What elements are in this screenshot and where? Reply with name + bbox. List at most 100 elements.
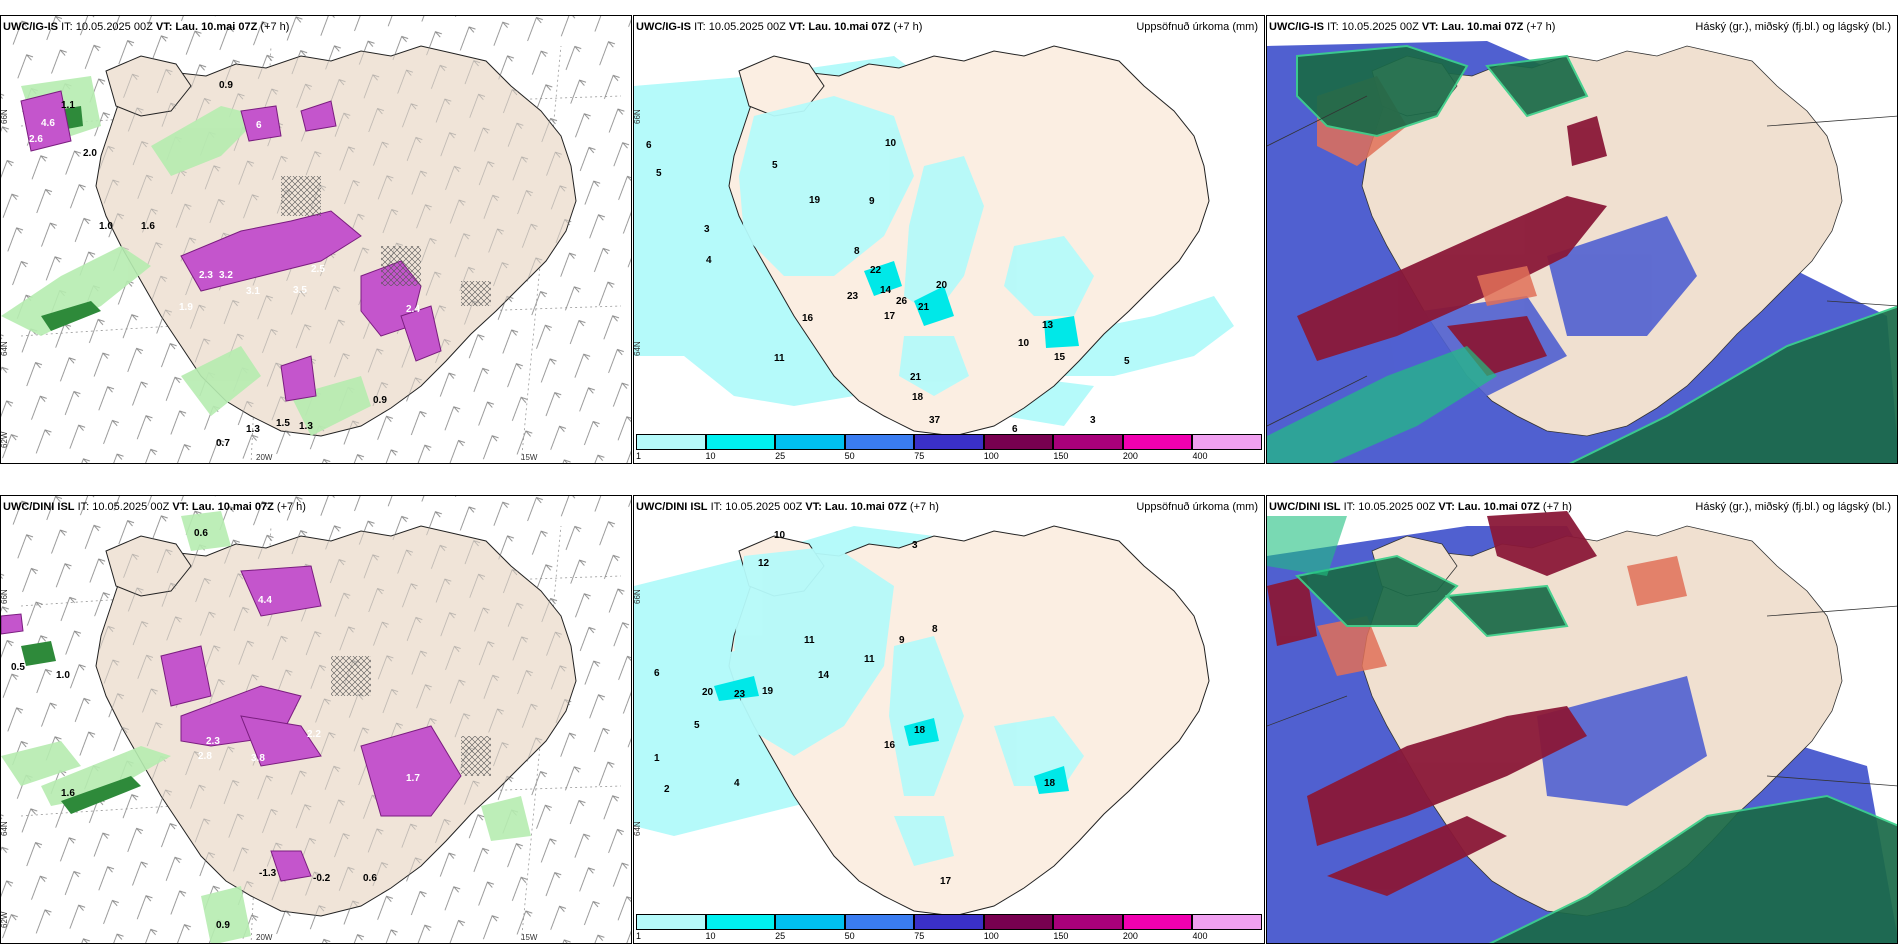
lat-label: 62W — [1, 911, 9, 928]
map-value-label: 4.6 — [41, 118, 55, 129]
map-value-label: 2.2 — [307, 729, 321, 740]
colorbar-swatch — [1122, 914, 1193, 930]
colorbar-tick-label: 25 — [775, 931, 786, 941]
panel-header: UWC/IG-IS IT: 10.05.2025 00Z VT: Lau. 10… — [1, 16, 631, 38]
map-value-label: 1.1 — [61, 100, 75, 111]
map-value-label: 16 — [802, 313, 814, 324]
colorbar-tick-label: 25 — [775, 451, 786, 461]
map-value-label: 11 — [864, 654, 875, 665]
product-title: Háský (gr.), miðský (fj.bl.) og lágský (… — [1695, 501, 1891, 513]
map-value-label: 4.4 — [258, 595, 272, 606]
map-value-label: 1.6 — [61, 788, 75, 799]
map-value-label: 3.2 — [219, 270, 233, 281]
map-value-label: 1.0 — [56, 670, 70, 681]
map-value-label: 22 — [870, 265, 882, 276]
map-value-label: 6 — [1012, 424, 1018, 435]
valid-time: Lau. 10.mai 07Z — [824, 501, 907, 513]
map-value-label: 8 — [854, 246, 860, 257]
colorbar-swatch — [1053, 914, 1123, 930]
lat-label: 66N — [1, 589, 9, 604]
panel-top-mid-accum-precip: UWC/IG-IS IT: 10.05.2025 00Z VT: Lau. 10… — [633, 15, 1265, 464]
colorbar-swatch — [844, 434, 915, 450]
map-value-label: 18 — [1044, 778, 1056, 789]
map-value-label: 4 — [706, 255, 712, 266]
valid-time-label: VT: — [805, 501, 822, 513]
model-name: UWC/DINI ISL — [1269, 501, 1341, 513]
map-value-label: 21 — [910, 372, 922, 383]
map-value-label: -1.3 — [259, 868, 277, 879]
colorbar-tick-label: 150 — [1053, 931, 1069, 941]
map-value-label: 11 — [774, 353, 785, 364]
product-title: Háský (gr.), miðský (fj.bl.) og lágský (… — [1695, 21, 1891, 33]
model-name: UWC/IG-IS — [636, 21, 691, 33]
map-value-label: -0.2 — [313, 873, 331, 884]
map-value-label: 6 — [256, 120, 262, 131]
product-title: Uppsöfnuð úrkoma (mm) — [1136, 21, 1258, 33]
valid-time-label: VT: — [1438, 501, 1455, 513]
lead-time: (+7 h) — [1542, 501, 1572, 513]
map-value-label: 2 — [664, 784, 670, 795]
map-value-label: 6 — [654, 668, 660, 679]
map-value-label: 10 — [774, 530, 786, 541]
map-value-label: 3.1 — [246, 286, 260, 297]
map-value-label: 17 — [884, 311, 896, 322]
colorbar-swatch — [1192, 914, 1262, 930]
colorbar-swatch — [705, 434, 776, 450]
map-value-label: 9 — [869, 196, 875, 207]
colorbar-tick-label: 1 — [636, 451, 642, 461]
valid-time: Lau. 10.mai 07Z — [808, 21, 891, 33]
colorbar-tick-label: 400 — [1192, 931, 1208, 941]
valid-time-label: VT: — [788, 21, 806, 33]
colorbar-tick-label: 400 — [1192, 451, 1208, 461]
lead-time: (+7 h) — [260, 21, 290, 33]
panel-header: UWC/DINI ISL IT: 10.05.2025 00Z VT: Lau.… — [634, 496, 1264, 518]
cloud-cover-map — [1267, 511, 1897, 943]
model-name: UWC/DINI ISL — [636, 501, 708, 513]
valid-time-label: VT: — [155, 21, 173, 33]
map-value-label: 8 — [932, 624, 938, 635]
map-value-label: 1.6 — [141, 221, 155, 232]
wind-precip-map: 0.6 0.5 1.0 2.5 4.4 2.3 2.8 3.8 2.2 1.7 … — [1, 496, 631, 943]
colorbar-tick-label: 50 — [844, 451, 855, 461]
valid-time: Lau. 10.mai 07Z — [175, 21, 258, 33]
colorbar-swatch — [983, 914, 1054, 930]
valid-time-label: VT: — [172, 501, 189, 513]
map-value-label: 3.5 — [293, 285, 307, 296]
map-value-label: 12 — [758, 558, 770, 569]
lead-time: (+7 h) — [893, 21, 923, 33]
map-value-label: 0.6 — [194, 528, 208, 539]
colorbar-tick-label: 150 — [1053, 451, 1069, 461]
colorbar-tick-label: 200 — [1122, 931, 1138, 941]
panel-header: UWC/IG-IS IT: 10.05.2025 00Z VT: Lau. 10… — [634, 16, 1264, 38]
init-time: IT: 10.05.2025 00Z — [694, 21, 786, 33]
map-value-label: 0.5 — [11, 662, 25, 673]
precip-colorbar: 1 10 25 50 75 100 150 200 400 — [636, 434, 1262, 461]
lat-label: 64N — [634, 821, 642, 836]
map-value-label: 5 — [772, 160, 778, 171]
map-value-label: 0.7 — [216, 438, 230, 449]
map-value-label: 5 — [694, 720, 700, 731]
map-value-label: 2.0 — [83, 148, 97, 159]
lat-label: 66N — [1, 109, 9, 124]
map-value-label: 10 — [1018, 338, 1030, 349]
lat-label: 64N — [1, 821, 9, 836]
map-value-label: 26 — [896, 296, 908, 307]
model-name: UWC/IG-IS — [3, 21, 58, 33]
valid-time-label: VT: — [1421, 21, 1439, 33]
colorbar-tick-label: 75 — [914, 451, 925, 461]
map-value-label: 20 — [702, 687, 714, 698]
map-value-label: 37 — [929, 415, 941, 426]
colorbar-swatch — [983, 434, 1054, 450]
lead-time: (+7 h) — [909, 501, 939, 513]
lat-label: 66N — [634, 589, 642, 604]
lat-label: 64N — [634, 341, 642, 356]
map-value-label: 0.9 — [373, 395, 387, 406]
map-value-label: 9 — [899, 635, 905, 646]
map-value-label: 2.5 — [311, 264, 325, 275]
product-title: Uppsöfnuð úrkoma (mm) — [1136, 501, 1258, 513]
colorbar-swatch — [1192, 434, 1262, 450]
panel-header: UWC/IG-IS IT: 10.05.2025 00Z VT: Lau. 10… — [1267, 16, 1897, 38]
map-value-label: 2.3 — [206, 736, 220, 747]
map-value-label: 21 — [918, 302, 930, 313]
colorbar-swatch — [636, 434, 706, 450]
